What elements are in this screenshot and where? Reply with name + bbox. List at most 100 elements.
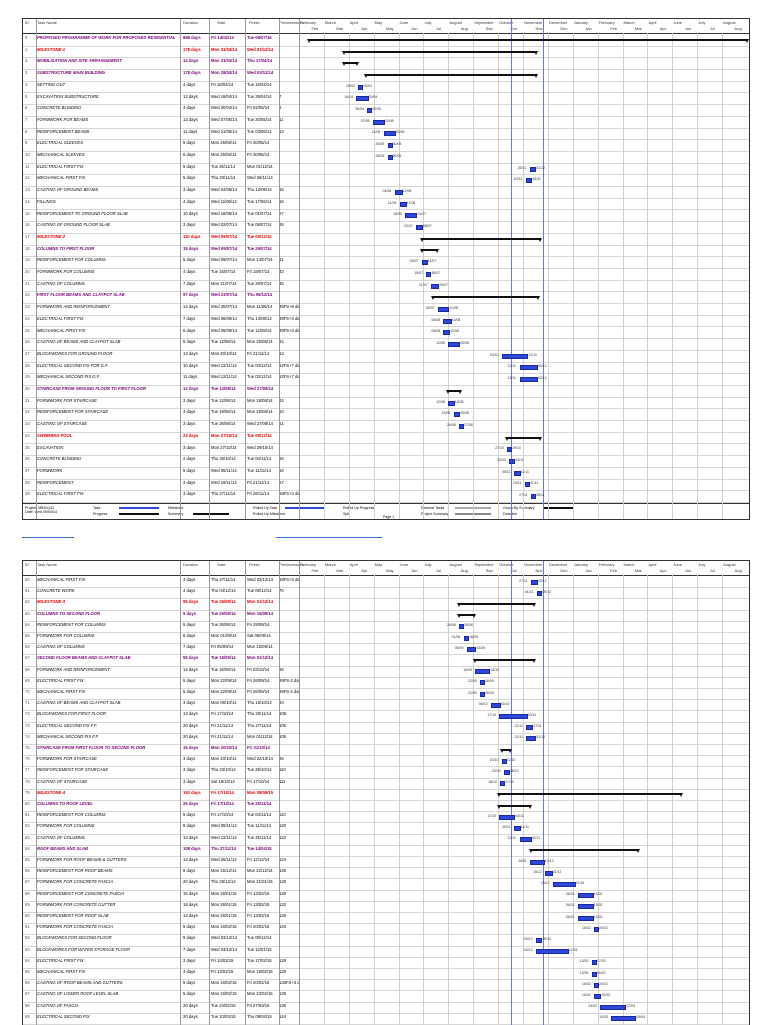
- task-row[interactable]: 5 EXCAVATION SUBSTRUCTURE 13 days Wed 16/04…: [23, 93, 749, 106]
- task-bar[interactable]: [524, 482, 530, 488]
- task-bar[interactable]: [358, 84, 363, 90]
- task-row[interactable]: 76 FORMWORK FOR STAIRCASE 3 days Mon 20/10/…: [23, 755, 749, 768]
- task-bar[interactable]: [535, 938, 543, 943]
- summary-bar[interactable]: [419, 237, 543, 242]
- task-bar[interactable]: [383, 131, 396, 137]
- task-row[interactable]: 9 ELECTRICAL SLEEVES 5 days Mon 26/05/14 Fri…: [23, 139, 749, 152]
- task-row[interactable]: 6 CONCRETE BLINDING 3 days Wed 30/04/14 Fri …: [23, 104, 749, 117]
- summary-bar[interactable]: [473, 659, 537, 663]
- summary-bar[interactable]: [342, 50, 538, 55]
- task-bar[interactable]: [448, 400, 455, 406]
- task-row[interactable]: 86 REINFORCEMENT FOR ROOF BEAMS 8 days Mon …: [23, 867, 749, 880]
- task-row[interactable]: 94 ELECTRICAL FIRST FIX 3 days Fri 13/02/15…: [23, 957, 749, 969]
- task-row[interactable]: 61 CONCRETE WORK 4 days Thu 04/12/14 Tue 09/…: [23, 587, 749, 600]
- task-bar[interactable]: [499, 714, 528, 719]
- task-row[interactable]: 37 FORMWORK 5 days Wed 05/11/14 Tue 11/11/14…: [23, 467, 749, 480]
- task-bar[interactable]: [531, 579, 538, 585]
- task-bar[interactable]: [525, 178, 533, 184]
- task-row[interactable]: 71 CASTING OF BEAMS AND CLAYPOT SLAB 3 day…: [23, 699, 749, 712]
- task-row[interactable]: 97 CASTING OF LOWER ROOF LEVEL SLAB 5 days…: [23, 990, 749, 1003]
- task-row[interactable]: 17 MILESTONE-2 110 days Wed 09/07/14 Tue 09/…: [23, 233, 749, 246]
- task-bar[interactable]: [514, 470, 521, 476]
- task-row[interactable]: 65 FORMWORK FOR COLUMNS 6 days Mon 01/09/14…: [23, 632, 749, 645]
- task-bar[interactable]: [479, 691, 485, 697]
- task-row[interactable]: 22 FIRST FLOOR BEAMS AND CLAYPOT SLAB 97 d…: [23, 291, 749, 305]
- task-bar[interactable]: [591, 971, 597, 977]
- task-row[interactable]: 35 EXCAVATION 3 days Mon 27/10/14 Wed 29/10/…: [23, 444, 749, 457]
- task-row[interactable]: 39 ELECTRICAL FIRST FIX 3 days Thu 27/11/14…: [23, 490, 749, 503]
- task-bar[interactable]: [475, 669, 491, 675]
- task-bar[interactable]: [591, 960, 597, 966]
- task-bar[interactable]: [535, 949, 569, 955]
- task-row[interactable]: 72 BLOCKWORKS FOR FIRST FLOOR 13 days Fri 1…: [23, 710, 749, 723]
- task-bar[interactable]: [594, 994, 602, 999]
- task-row[interactable]: 63 COLUMNS TO SECOND FLOOR 9 days Tue 26/08…: [23, 610, 749, 622]
- task-bar[interactable]: [479, 680, 485, 686]
- task-row[interactable]: 69 ELECTRICAL FIRST FIX 5 days Mon 22/09/14…: [23, 677, 749, 689]
- task-bar[interactable]: [577, 893, 594, 899]
- task-bar[interactable]: [448, 342, 461, 348]
- task-bar[interactable]: [552, 882, 576, 887]
- task-row[interactable]: 0 PROPOSED PROGRAMME OF WORK FOR PROPOSED…: [23, 34, 749, 47]
- task-row[interactable]: 31 FORMWORK FOR STAIRCASE 3 days Tue 12/08/…: [23, 397, 749, 410]
- task-bar[interactable]: [387, 143, 393, 149]
- task-bar[interactable]: [356, 96, 369, 102]
- task-bar[interactable]: [530, 859, 545, 865]
- task-bar[interactable]: [430, 283, 440, 289]
- task-row[interactable]: 19 REINFORCEMENT FOR COLUMNS 5 days Wed 09/…: [23, 256, 749, 269]
- task-row[interactable]: 23 FORMWORK AND REINFORCEMENT 14 days Wed 3…: [23, 303, 749, 316]
- summary-bar[interactable]: [497, 804, 532, 809]
- task-bar[interactable]: [545, 870, 553, 876]
- task-bar[interactable]: [372, 119, 385, 125]
- task-bar[interactable]: [458, 624, 464, 630]
- task-bar[interactable]: [519, 837, 532, 843]
- task-row[interactable]: 21 CASTING OF COLUMNS 7 days Mon 21/07/14 Tu…: [23, 280, 749, 293]
- task-row[interactable]: 83 CASTING OF COLUMNS 13 days Wed 12/11/14 T…: [23, 834, 749, 846]
- task-bar[interactable]: [600, 1005, 627, 1011]
- task-row[interactable]: 66 CASTING OF COLUMNS 7 days Fri 05/09/14 Mo…: [23, 643, 749, 656]
- task-row[interactable]: 3 SUBSTRUCTURE MAIN BUILDING 178 days Mon 2…: [23, 69, 749, 82]
- task-bar[interactable]: [531, 494, 537, 500]
- task-bar[interactable]: [405, 213, 418, 219]
- task-bar[interactable]: [426, 271, 432, 277]
- task-row[interactable]: 27 BLOCKWORKS FOR GROUND FLOOR 13 days Mon …: [23, 350, 749, 363]
- task-bar[interactable]: [490, 702, 501, 708]
- task-row[interactable]: 10 MECHANICAL SLEEVES 5 days Mon 26/05/14 Fr…: [23, 151, 749, 164]
- task-row[interactable]: 13 CASTING OF GROUND BEAMS 3 days Wed 04/06…: [23, 186, 749, 199]
- task-row[interactable]: 74 MECHANICAL SECOND FIX F.F. 20 days Fri 2…: [23, 733, 749, 745]
- task-row[interactable]: 82 FORMWORK FOR COLUMNS 8 days Wed 05/11/14…: [23, 822, 749, 835]
- task-row[interactable]: 12 MECHANICAL FIRST FIX 5 days Thu 20/11/14…: [23, 174, 749, 188]
- task-row[interactable]: 78 CASTING OF STAIRCASE 3 days Sat 18/10/14…: [23, 778, 749, 790]
- task-row[interactable]: 73 ELECTRICAL SECOND FIX F.F. 20 days Fri 2…: [23, 722, 749, 734]
- task-row[interactable]: 28 ELECTRICAL SECOND FIX FOR G.F. 10 days W…: [23, 362, 749, 375]
- task-bar[interactable]: [437, 306, 450, 312]
- task-bar[interactable]: [466, 646, 477, 652]
- task-row[interactable]: 11 ELECTRICAL FIRST FIX 5 days Tue 25/11/14…: [23, 163, 749, 176]
- task-row[interactable]: 33 CASTING OF STAIRCASE 3 days Tue 26/08/14…: [23, 420, 749, 433]
- task-row[interactable]: 84 ROOF BEAMS AND SLAB 108 days Thu 27/11/1…: [23, 845, 749, 857]
- task-row[interactable]: 16 CASTING OF GROUND FLOOR SLAB 3 days Wed …: [23, 221, 749, 234]
- task-row[interactable]: 93 BLOCKWORKS FOR WATER STORAGE FLOOR 7 da…: [23, 946, 749, 958]
- summary-bar[interactable]: [430, 296, 540, 301]
- task-row[interactable]: 2 MOBILISATION AND SITE ARRANGEMENT 14 day…: [23, 57, 749, 71]
- task-bar[interactable]: [503, 770, 510, 775]
- task-row[interactable]: 98 CASTING OF FASCIA 20 days Tue 24/02/15 Fr…: [23, 1002, 749, 1014]
- task-row[interactable]: 15 REINFORCEMENT TO GROUND FLOOR SLAB 10 d…: [23, 210, 749, 223]
- summary-bar[interactable]: [505, 436, 543, 441]
- task-bar[interactable]: [501, 353, 529, 359]
- task-bar[interactable]: [394, 189, 403, 195]
- task-row[interactable]: 38 REINFORCEMENT 3 days Wed 19/11/14 Fri 21/…: [23, 479, 749, 492]
- task-row[interactable]: 95 MECHANICAL FIRST FIX 3 days Fri 13/02/15…: [23, 968, 749, 981]
- task-bar[interactable]: [499, 814, 516, 820]
- task-bar[interactable]: [526, 725, 534, 731]
- task-bar[interactable]: [500, 781, 506, 787]
- task-row[interactable]: 26 CASTING OF BEAMS AND CLAYPOT SLAB 5 day…: [23, 338, 749, 351]
- task-bar[interactable]: [443, 330, 451, 336]
- task-bar[interactable]: [453, 412, 461, 418]
- task-row[interactable]: 4 SETTING OUT 4 days Fri 18/04/14 Tue 15/04/…: [23, 81, 749, 94]
- summary-bar[interactable]: [529, 849, 641, 854]
- page-link-left[interactable]: [22, 537, 74, 538]
- task-row[interactable]: 24 ELECTRICAL FIRST FIX 7 days Wed 06/08/14…: [23, 315, 749, 328]
- task-bar[interactable]: [399, 201, 407, 207]
- task-bar[interactable]: [509, 459, 516, 465]
